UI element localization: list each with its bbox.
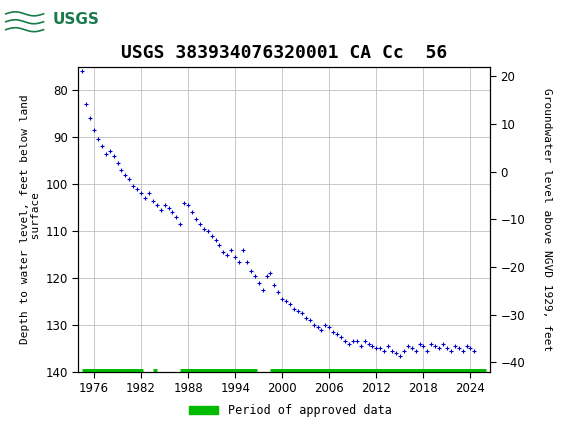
Title: USGS 383934076320001 CA Cc  56: USGS 383934076320001 CA Cc 56 [121, 44, 447, 62]
Legend: Period of approved data: Period of approved data [184, 399, 396, 422]
Y-axis label: Groundwater level above NGVD 1929, feet: Groundwater level above NGVD 1929, feet [542, 88, 552, 351]
Y-axis label: Depth to water level, feet below land
 surface: Depth to water level, feet below land su… [20, 95, 41, 344]
Text: USGS: USGS [52, 12, 99, 27]
Bar [3, 3, 102, 37]
